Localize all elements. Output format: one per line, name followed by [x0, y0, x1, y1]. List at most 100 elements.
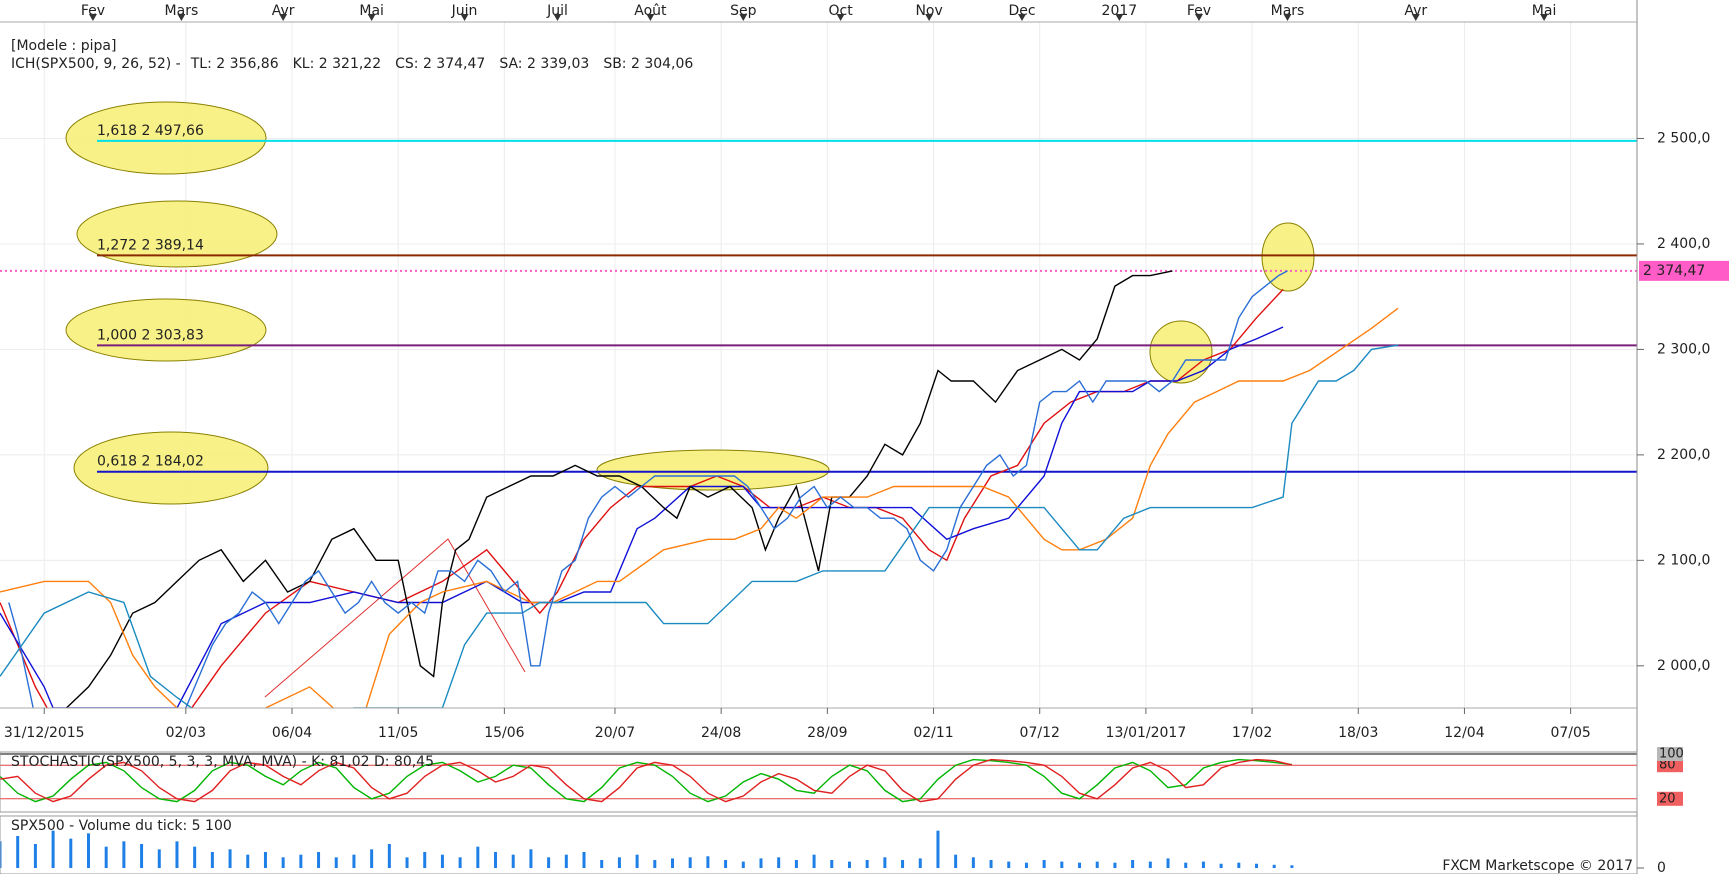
- volume-bar: [582, 852, 586, 868]
- x-tick-label: 06/04: [272, 725, 312, 741]
- series-line: [0, 270, 1173, 708]
- volume-bar: [246, 854, 250, 868]
- volume-bar: [16, 836, 20, 868]
- volume-bar: [564, 854, 568, 868]
- volume-bar: [1237, 862, 1241, 868]
- volume-bar: [317, 852, 321, 868]
- volume-bar: [69, 838, 73, 868]
- volume-bar: [0, 841, 2, 868]
- y-tick-label: 2 200,0: [1657, 447, 1710, 463]
- panel-border: [0, 815, 1638, 874]
- volume-bar: [1095, 861, 1099, 868]
- x-tick-label: 20/07: [595, 725, 635, 741]
- indicator-label: ICH(SPX500, 9, 26, 52) -: [11, 56, 181, 72]
- y-tick-label: 2 000,0: [1657, 658, 1710, 674]
- top-tick-label: Août: [634, 3, 667, 19]
- legend-entry: CS: 2 374,47: [395, 56, 485, 72]
- top-tick-label: Mai: [1532, 3, 1557, 19]
- top-tick-marker: [1018, 14, 1027, 21]
- x-tick-label: 18/03: [1338, 725, 1378, 741]
- volume-bar: [1131, 860, 1135, 868]
- series-line: [8, 270, 1288, 708]
- y-tick-label: 2 300,0: [1657, 341, 1710, 357]
- volume-bar: [405, 857, 409, 868]
- top-tick-label: Sep: [730, 3, 757, 19]
- top-tick-marker: [553, 14, 562, 21]
- top-tick-label: Avr: [272, 3, 295, 19]
- top-tick-label: Mai: [359, 3, 384, 19]
- volume-bar: [812, 854, 816, 868]
- top-tick-label: Juin: [451, 3, 478, 19]
- volume-bar: [759, 858, 763, 868]
- y-tick-label: 80: [1659, 758, 1676, 773]
- volume-bar: [653, 860, 657, 868]
- volume-bar: [918, 858, 922, 868]
- source-note: FXCM Marketscope © 2017: [1442, 858, 1633, 874]
- top-tick-marker: [460, 14, 469, 21]
- legend-entry: KL: 2 321,22: [293, 56, 382, 72]
- x-tick-label: 13/01/2017: [1106, 725, 1187, 741]
- volume-bar: [901, 860, 905, 868]
- series-line: [0, 344, 1399, 708]
- volume-bar: [954, 854, 958, 868]
- volume-bar: [1148, 861, 1152, 868]
- volume-bar: [1078, 862, 1082, 868]
- volume-bar: [830, 860, 834, 868]
- top-tick-marker: [836, 14, 845, 21]
- top-tick-label: Mars: [165, 3, 199, 19]
- series-line: [0, 758, 1292, 803]
- volume-bar: [777, 857, 781, 868]
- top-tick-marker: [1115, 14, 1124, 21]
- volume-bar: [1290, 865, 1294, 868]
- volume-bar: [86, 833, 90, 868]
- tick-box: [1657, 758, 1683, 773]
- annotation-ellipse: [65, 101, 267, 175]
- top-tick-marker: [1411, 14, 1420, 21]
- volume-bar: [936, 830, 940, 868]
- volume-bar: [494, 852, 498, 868]
- x-tick-label: 17/02: [1232, 725, 1272, 741]
- top-tick-marker: [1194, 14, 1203, 21]
- volume-bar: [724, 860, 728, 868]
- volume-bar: [1184, 862, 1188, 868]
- top-tick-label: 2017: [1102, 3, 1138, 19]
- y-tick-label: 2 100,0: [1657, 552, 1710, 568]
- volume-bar: [210, 852, 214, 868]
- volume-bar: [1113, 862, 1117, 868]
- volume-bar: [706, 856, 710, 868]
- volume-bar: [1201, 861, 1205, 868]
- volume-bar: [971, 857, 975, 868]
- volume-bar: [1166, 858, 1170, 868]
- top-tick-label: Nov: [915, 3, 942, 19]
- volume-bar: [51, 830, 55, 868]
- fib-level-label: 1,272 2 389,14: [97, 237, 204, 253]
- x-tick-label: 28/09: [807, 725, 847, 741]
- volume-bar: [547, 857, 551, 868]
- top-tick-marker: [925, 14, 934, 21]
- volume-bar: [228, 849, 232, 868]
- volume-bar: [104, 846, 108, 868]
- top-tick-marker: [177, 14, 186, 21]
- volume-bar: [157, 849, 161, 868]
- top-tick-label: Fev: [1187, 3, 1211, 19]
- header: [Modele : pipa]: [11, 38, 116, 54]
- top-tick-marker: [88, 14, 97, 21]
- volume-bar: [1255, 863, 1259, 868]
- volume-bar: [33, 844, 37, 868]
- series-line: [0, 307, 1399, 708]
- annotations: [65, 101, 1315, 505]
- volume-bar: [1272, 864, 1276, 868]
- top-tick-marker: [1540, 14, 1549, 21]
- y-tick-label: 20: [1659, 791, 1676, 806]
- top-tick-marker: [279, 14, 288, 21]
- volume-bar: [511, 854, 515, 868]
- volume-bar: [617, 857, 621, 868]
- legend-entry: TL: 2 356,86: [190, 56, 279, 72]
- x-tick-label: 15/06: [484, 725, 524, 741]
- legend-entry: SB: 2 304,06: [603, 56, 693, 72]
- trend-drawing: [264, 538, 526, 698]
- top-tick-marker: [1283, 14, 1292, 21]
- last-price-label: 2 374,47: [1643, 263, 1705, 279]
